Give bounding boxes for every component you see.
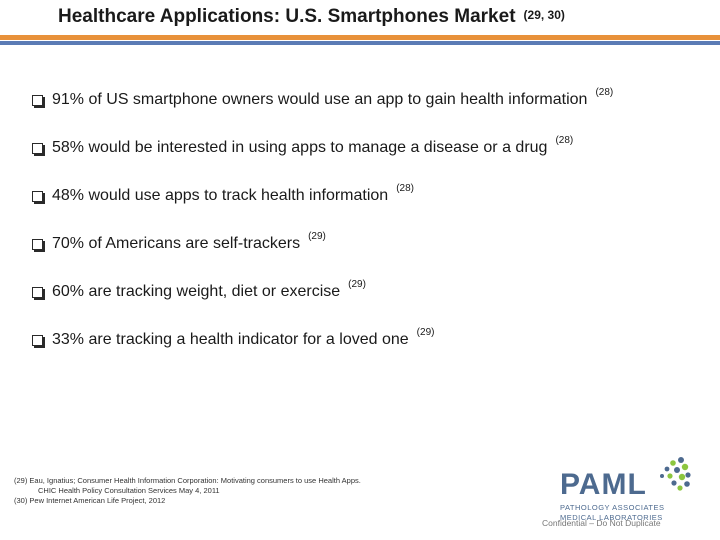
logo-subtitle: MEDICAL LABORATORIES [560,513,663,522]
bullet-item: 33% are tracking a health indicator for … [32,326,434,354]
reference-line: (29) Eau, Ignatius; Consumer Health Info… [14,476,361,485]
bullet-ref: (28) [555,134,574,146]
reference-line: CHIC Health Policy Consultation Services… [38,486,220,495]
bullet-text: 58% would be interested in using apps to… [52,139,548,156]
checkbox-bullet-icon [32,142,43,154]
bullet-item: 48% would use apps to track health infor… [32,182,414,210]
bullet-ref: (29) [308,230,326,242]
bullet-ref: (28) [396,182,414,194]
slide-title-ref: (29, 30) [523,8,565,22]
bullet-ref: (28) [595,86,614,98]
bullet-text: 70% of Americans are self-trackers [52,235,301,252]
bullet-text: 48% would use apps to track health infor… [52,187,389,204]
checkbox-bullet-icon [32,286,43,298]
header-rule-blue [0,41,720,45]
bullet-item: 91% of US smartphone owners would use an… [32,86,613,114]
bullet-item: 70% of Americans are self-trackers (29) [32,230,326,258]
logo-wordmark: PAML [560,468,647,501]
logo-subtitle: PATHOLOGY ASSOCIATES [560,503,665,512]
bullet-ref: (29) [348,278,366,290]
bullet-text: 60% are tracking weight, diet or exercis… [52,283,341,300]
checkbox-bullet-icon [32,190,43,202]
slide-title: Healthcare Applications: U.S. Smartphone… [58,6,565,28]
bullet-item: 58% would be interested in using apps to… [32,134,573,162]
bullet-text: 33% are tracking a health indicator for … [52,331,409,348]
slide-title-text: Healthcare Applications: U.S. Smartphone… [58,6,516,27]
reference-line: (30) Pew Internet American Life Project,… [14,496,166,505]
paml-logo: PAML PATHOLOGY ASSOCIATES MEDICAL LABORA… [560,457,691,522]
checkbox-bullet-icon [32,238,43,250]
checkbox-bullet-icon [32,334,43,346]
confidential-notice: Confidential – Do Not Duplicate [542,518,661,528]
header-rule-orange [0,35,720,40]
references: (29) Eau, Ignatius; Consumer Health Info… [14,476,361,506]
logo-dots-icon [660,457,691,491]
bullet-ref: (29) [416,326,435,338]
bullet-text: 91% of US smartphone owners would use an… [52,91,588,108]
bullet-item: 60% are tracking weight, diet or exercis… [32,278,366,306]
checkbox-bullet-icon [32,94,43,106]
